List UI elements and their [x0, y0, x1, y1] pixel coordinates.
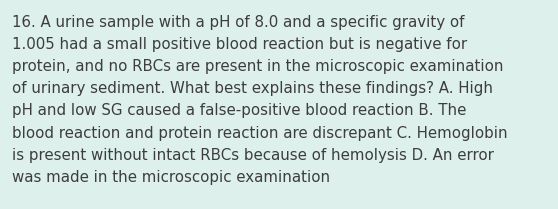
Text: 16. A urine sample with a pH of 8.0 and a specific gravity of
1.005 had a small : 16. A urine sample with a pH of 8.0 and … — [12, 15, 508, 185]
